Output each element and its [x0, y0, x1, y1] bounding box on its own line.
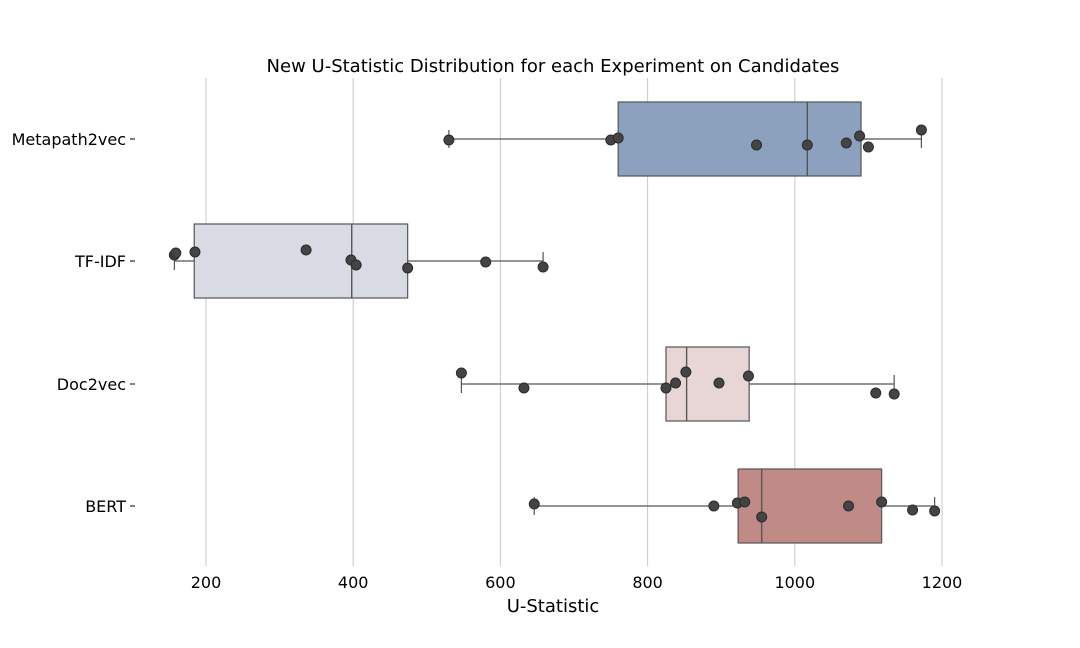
- data-point: [528, 498, 540, 510]
- data-point: [870, 387, 882, 399]
- box-layer: [173, 101, 936, 544]
- data-point: [402, 262, 414, 274]
- data-point: [455, 367, 467, 379]
- data-point: [888, 388, 900, 400]
- data-point: [680, 366, 692, 378]
- point-layer: [168, 124, 941, 523]
- data-point: [537, 261, 549, 273]
- data-point: [843, 500, 855, 512]
- data-point: [670, 377, 682, 389]
- data-point: [840, 137, 852, 149]
- x-axis-label: U-Statistic: [507, 596, 600, 617]
- x-tick-label-1000: 1000: [774, 573, 815, 592]
- x-tick-label-400: 400: [338, 573, 369, 592]
- data-point: [929, 505, 941, 517]
- data-point: [915, 124, 927, 136]
- data-point: [801, 139, 813, 151]
- data-point: [170, 247, 182, 259]
- x-tick-labels: 200 400 600 800 1000 1200: [191, 573, 963, 592]
- y-tick-label-3: BERT: [85, 497, 126, 516]
- data-point: [518, 382, 530, 394]
- data-point: [751, 139, 763, 151]
- data-point: [189, 246, 201, 258]
- x-tick-label-200: 200: [191, 573, 222, 592]
- iqr-box: [193, 223, 409, 299]
- iqr-box: [617, 101, 862, 177]
- data-point: [907, 504, 919, 516]
- data-point: [756, 511, 768, 523]
- data-point: [742, 370, 754, 382]
- x-tick-label-600: 600: [485, 573, 516, 592]
- y-tick-label-2: Doc2vec: [57, 375, 126, 394]
- data-point: [854, 130, 866, 142]
- data-point: [708, 500, 720, 512]
- x-tick-label-1200: 1200: [922, 573, 963, 592]
- y-tick-label-0: Metapath2vec: [12, 130, 126, 149]
- box-group-0: [448, 101, 922, 177]
- chart-title: New U-Statistic Distribution for each Ex…: [267, 56, 840, 77]
- data-point: [300, 244, 312, 256]
- data-point: [350, 259, 362, 271]
- data-point: [612, 132, 624, 144]
- box-group-1: [173, 223, 544, 299]
- data-point: [862, 141, 874, 153]
- data-point: [739, 496, 751, 508]
- data-point: [443, 134, 455, 146]
- y-tick-labels: Metapath2vec TF-IDF Doc2vec BERT: [12, 130, 135, 516]
- data-point: [713, 377, 725, 389]
- iqr-box: [737, 468, 883, 544]
- data-point: [660, 382, 672, 394]
- box-group-3: [533, 468, 936, 544]
- x-tick-label-800: 800: [632, 573, 663, 592]
- data-point: [876, 496, 888, 508]
- y-tick-label-1: TF-IDF: [74, 252, 126, 271]
- data-point: [480, 256, 492, 268]
